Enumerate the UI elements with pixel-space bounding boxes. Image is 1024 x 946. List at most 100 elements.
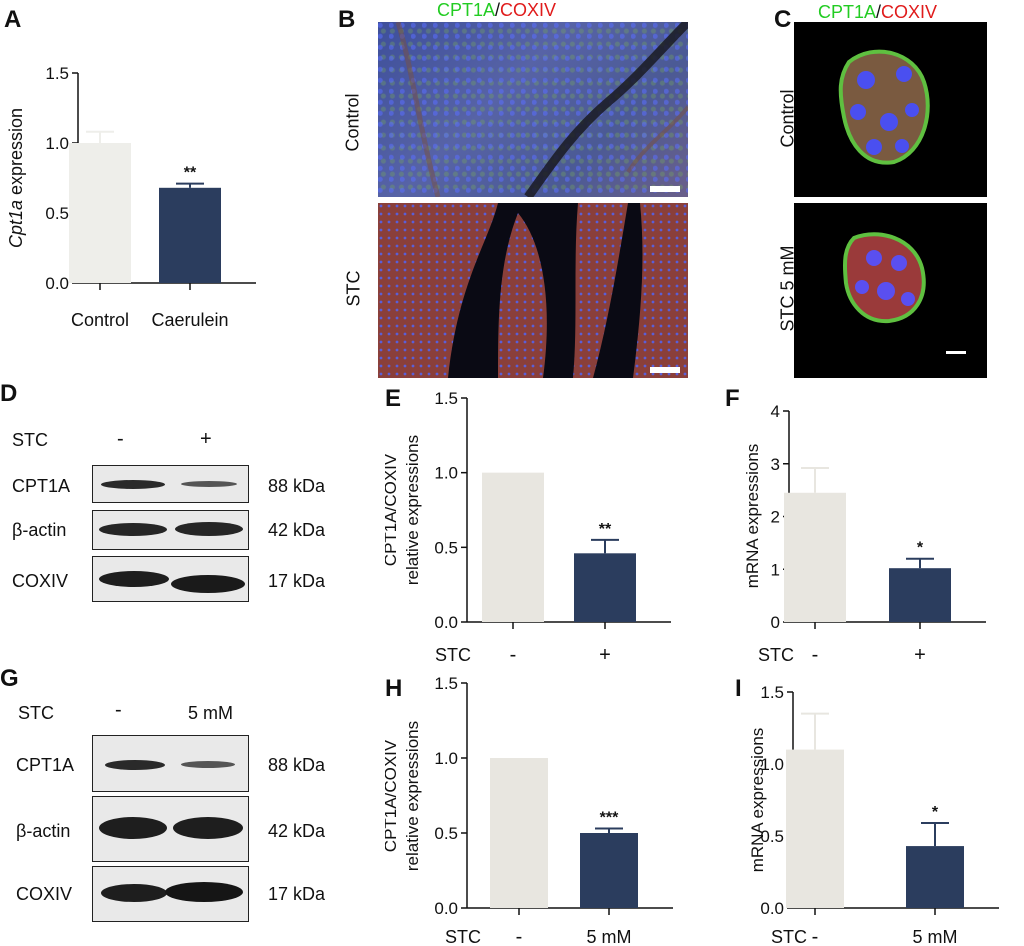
chart-e: 0.0 0.5 1.0 1.5 - ** + STC CPT1A/COXIV relative e… <box>385 389 671 666</box>
y-tick-label: 1 <box>771 560 780 579</box>
y-tick-label: 0.5 <box>434 538 458 557</box>
micrograph-stc-cells <box>794 203 987 378</box>
bar <box>889 568 951 622</box>
bar <box>482 472 544 622</box>
blot-d-row-size: 17 kDa <box>268 571 326 591</box>
micrograph-control-tissue <box>378 22 688 197</box>
chart-a: 0.0 0.5 1.0 1.5 Control ** Caerulein Cpt1a expr… <box>6 64 256 330</box>
category-label: - <box>516 926 523 946</box>
bar <box>69 143 131 283</box>
y-tick-label: 2 <box>771 508 780 527</box>
group-label: STC <box>758 645 794 665</box>
y-axis-label: relative expressions <box>403 435 422 585</box>
chart-i: 0.0 0.5 1.0 1.5 - * 5 mM STC mRNA expressions <box>748 683 999 946</box>
category-label: Control <box>71 310 129 330</box>
blot-g-lane1: - <box>115 699 122 721</box>
blot-g-row-name: β-actin <box>16 821 71 841</box>
stain-red: COXIV <box>500 0 557 20</box>
stain-slash: / <box>495 0 501 20</box>
category-label: - <box>812 644 819 666</box>
category-label: Caerulein <box>151 310 228 330</box>
y-tick-label: 4 <box>771 402 780 421</box>
y-tick-label: 0.0 <box>45 274 69 293</box>
blot-d-row-name: COXIV <box>12 571 69 591</box>
y-axis-label: Cpt1a expression <box>6 108 26 248</box>
y-tick-label: 1.0 <box>45 134 69 153</box>
y-tick-label: 0.5 <box>760 827 784 846</box>
micrograph-stc-tissue <box>378 203 688 378</box>
blot-g-row-name: CPT1A <box>16 755 75 775</box>
blot-g-cpt1a <box>92 735 249 792</box>
blot-d-actin <box>92 510 249 550</box>
significance-label: ** <box>599 521 612 538</box>
blot-d-row-name: CPT1A <box>12 476 71 496</box>
panel-label-c: C <box>774 6 792 33</box>
panel-label-f: F <box>725 385 740 412</box>
chart-f: 0 1 2 3 4 - * + STC mRNA expressions <box>743 402 986 666</box>
bar <box>906 846 964 908</box>
blot-g-lane2: 5 mM <box>188 703 233 723</box>
blot-g-row-size: 42 kDa <box>268 821 326 841</box>
bar <box>580 833 638 908</box>
panel-label-h: H <box>385 675 403 702</box>
panel-label-a: A <box>4 6 22 33</box>
blot-g-row-name: COXIV <box>16 884 73 904</box>
blot-d-lane1: - <box>117 428 124 450</box>
y-axis-label: CPT1A/COXIV <box>385 453 400 566</box>
category-label: - <box>812 926 819 946</box>
group-label: STC <box>771 927 807 946</box>
blot-g-row-size: 88 kDa <box>268 755 326 775</box>
panel-label-b: B <box>338 6 356 33</box>
stain-red: COXIV <box>881 2 938 22</box>
blot-d-cpt1a <box>92 465 249 503</box>
panel-label-e: E <box>385 385 402 412</box>
panel-label-g: G <box>0 665 19 692</box>
significance-label: ** <box>184 165 197 182</box>
stain-title-b: CPT1A/COXIV <box>437 0 556 21</box>
stain-slash: / <box>876 2 882 22</box>
group-label: STC <box>445 927 481 946</box>
stain-green: CPT1A <box>437 0 496 20</box>
panel-label-i: I <box>735 675 742 702</box>
bar <box>784 492 846 622</box>
y-tick-label: 1.0 <box>434 464 458 483</box>
micrograph-control-cells <box>794 22 987 197</box>
blot-g-actin <box>92 796 249 862</box>
panel-label-d: D <box>0 380 18 407</box>
y-tick-label: 0.5 <box>45 204 69 223</box>
y-axis-label: mRNA expressions <box>748 728 767 873</box>
y-tick-label: 3 <box>771 455 780 474</box>
category-label: - <box>510 644 517 666</box>
y-tick-label: 1.5 <box>434 389 458 408</box>
y-tick-label: 1.0 <box>434 749 458 768</box>
significance-label: *** <box>600 810 619 827</box>
chart-h: 0.0 0.5 1.0 1.5 - *** 5 mM STC CPT1A/COXIV relati… <box>385 675 673 946</box>
stain-green: CPT1A <box>818 2 877 22</box>
y-tick-label: 1.5 <box>760 683 784 702</box>
blot-d-lane2: + <box>200 428 212 450</box>
blot-g-coxiv <box>92 866 249 922</box>
blot-d-row-size: 42 kDa <box>268 520 326 540</box>
category-label: 5 mM <box>913 927 958 946</box>
row-label-control-b: Control <box>342 93 363 152</box>
bar <box>490 758 548 908</box>
y-tick-label: 0.0 <box>434 899 458 918</box>
row-label-stc-b: STC <box>343 270 364 307</box>
y-tick-label: 1.5 <box>45 64 69 83</box>
category-label: + <box>599 644 611 666</box>
significance-label: * <box>932 804 939 821</box>
stain-title-c: CPT1A/COXIV <box>818 2 937 23</box>
y-tick-label: 0.5 <box>434 824 458 843</box>
y-tick-label: 1.0 <box>760 755 784 774</box>
y-tick-label: 0 <box>771 613 780 632</box>
category-label: + <box>914 644 926 666</box>
y-tick-label: 0.0 <box>760 899 784 918</box>
significance-label: * <box>917 540 924 557</box>
blot-d-row-name: β-actin <box>12 520 67 540</box>
blot-d-row-size: 88 kDa <box>268 476 326 496</box>
blot-d-header: STC <box>12 430 48 450</box>
blot-d-coxiv <box>92 556 249 602</box>
y-tick-label: 0.0 <box>434 613 458 632</box>
bar <box>159 187 221 283</box>
y-axis-label: relative expressions <box>403 721 422 871</box>
